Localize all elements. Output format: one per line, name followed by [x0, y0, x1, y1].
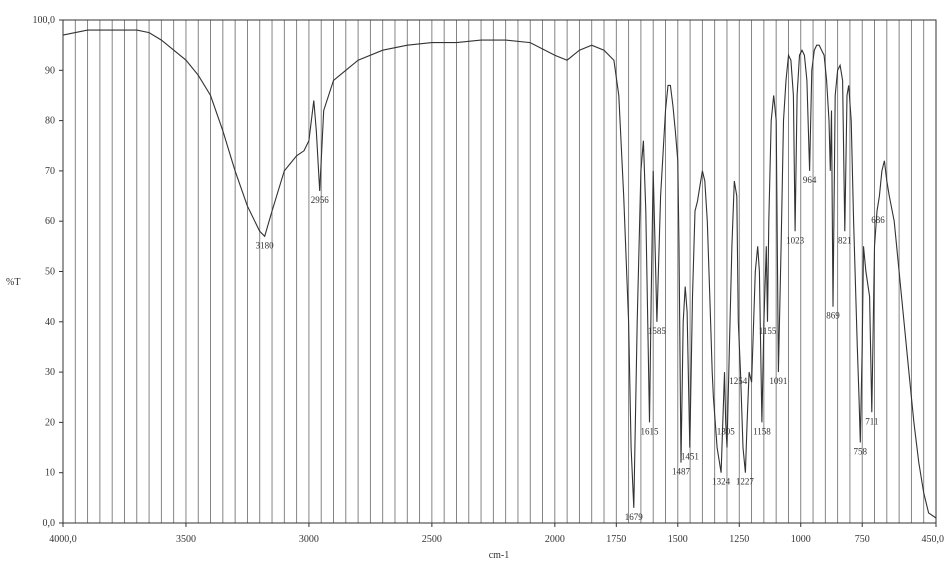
x-tick-label: 450,0: [922, 534, 945, 545]
y-tick-label: 20: [45, 417, 55, 428]
peak-label: 1158: [753, 426, 771, 436]
y-tick-label: 40: [45, 317, 55, 328]
peak-label: 758: [854, 447, 868, 457]
y-axis-title: %T: [6, 277, 20, 288]
x-tick-label: 1750: [606, 534, 626, 545]
x-axis: 4000,0 3500 3000 2500 2000 1750 1500 1250 1000 75…: [49, 523, 944, 545]
x-tick-label: 2500: [422, 534, 442, 545]
peak-label: 1254: [729, 376, 748, 386]
peak-label: 821: [838, 235, 852, 245]
grid: [74, 20, 925, 523]
peak-label: 1679: [625, 512, 644, 522]
peak-label: 1305: [717, 426, 736, 436]
peak-label: 964: [803, 175, 817, 185]
peak-label: 869: [826, 311, 840, 321]
x-tick-label: 1000: [791, 534, 811, 545]
peak-label: 2956: [311, 195, 330, 205]
peak-label: 711: [865, 416, 878, 426]
transmittance-line: [62, 29, 937, 519]
y-tick-label: 60: [45, 216, 55, 227]
x-tick-label: 1500: [668, 534, 688, 545]
y-tick-label: 0,0: [43, 518, 56, 529]
y-tick-label: 90: [45, 65, 55, 76]
x-axis-title: cm-1: [489, 550, 510, 561]
y-tick-label: 80: [45, 116, 55, 127]
peak-label: 1487: [672, 467, 691, 477]
y-tick-label: 70: [45, 166, 55, 177]
y-tick-label: 100,0: [33, 15, 56, 26]
peak-label: 686: [871, 215, 885, 225]
peak-label: 3180: [256, 240, 275, 250]
x-tick-label: 1250: [729, 534, 749, 545]
x-tick-label: 750: [855, 534, 870, 545]
x-tick-label: 3000: [299, 534, 319, 545]
peak-labels: 3180 2956 1679 1615 1585 1487 1451 1324 1305 1254…: [256, 175, 886, 522]
peak-label: 1227: [736, 477, 755, 487]
peak-label: 1155: [759, 326, 777, 336]
x-tick-label: 2000: [545, 534, 565, 545]
y-tick-label: 10: [45, 468, 55, 479]
peak-label: 1451: [681, 452, 699, 462]
peak-label: 1091: [769, 376, 787, 386]
y-axis: 0,0 10 20 30 40 50 60 70 80 90 100,0: [33, 15, 63, 529]
x-tick-label: 3500: [176, 534, 196, 545]
peak-label: 1615: [641, 426, 660, 436]
y-tick-label: 30: [45, 367, 55, 378]
y-tick-label: 50: [45, 267, 55, 278]
peak-label: 1585: [648, 326, 667, 336]
plot-frame: [62, 19, 937, 524]
peak-label: 1023: [786, 235, 805, 245]
x-tick-label: 4000,0: [49, 534, 77, 545]
peak-label: 1324: [712, 477, 731, 487]
